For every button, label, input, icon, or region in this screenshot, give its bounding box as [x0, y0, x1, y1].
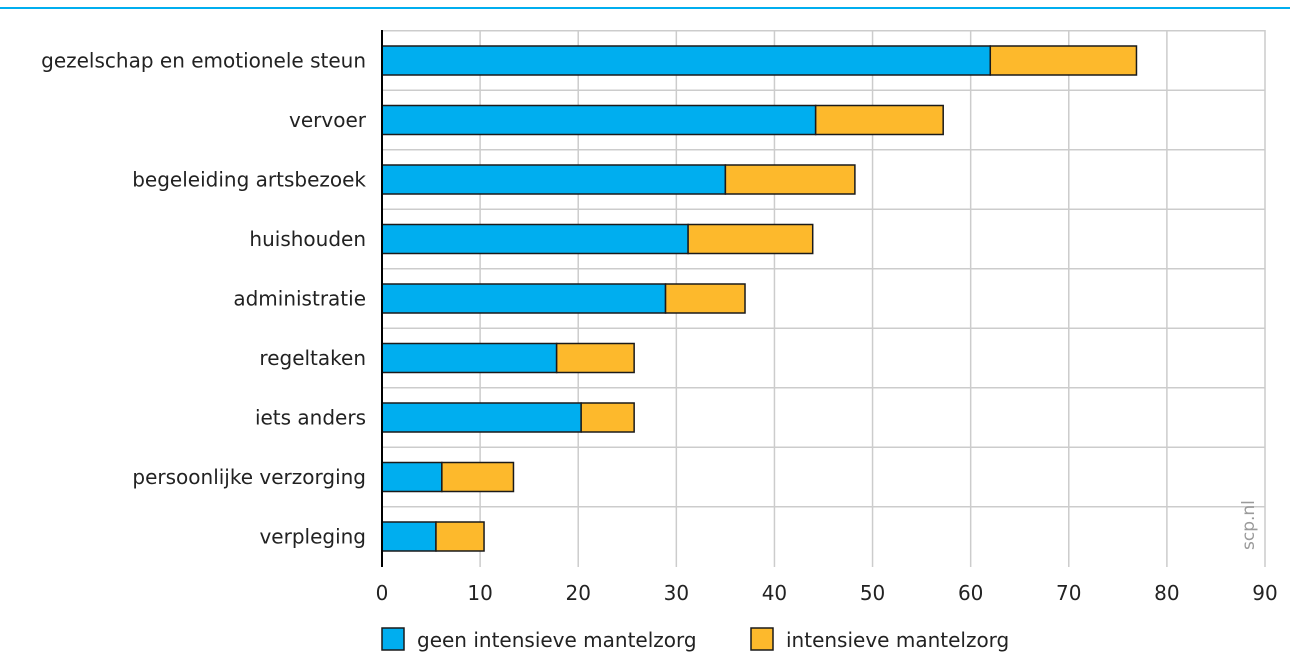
- bar-geen-intensieve-segment: [381, 164, 727, 195]
- x-tick-label: 30: [664, 581, 689, 605]
- category-label: persoonlijke verzorging: [132, 465, 366, 489]
- legend-swatch: [750, 627, 774, 651]
- bar-intensieve-segment: [687, 223, 814, 255]
- x-tick-label: 50: [860, 581, 885, 605]
- legend: geen intensieve mantelzorg intensieve man…: [381, 627, 1009, 652]
- bar-geen-intensieve-segment: [381, 402, 582, 433]
- x-tick-label: 0: [376, 581, 389, 605]
- category-label: begeleiding artsbezoek: [132, 168, 366, 192]
- bar-intensieve-segment: [664, 283, 746, 314]
- category-label: gezelschap en emotionele steun: [41, 49, 366, 73]
- bar-intensieve-segment: [555, 342, 635, 374]
- category-label: administratie: [233, 287, 366, 311]
- x-tick-label: 80: [1154, 581, 1179, 605]
- x-tick-label: 90: [1252, 581, 1277, 605]
- bar-geen-intensieve-segment: [381, 342, 558, 374]
- watermark-text: scp.nl: [1239, 500, 1259, 550]
- bar-intensieve-segment: [441, 461, 515, 493]
- x-tick-label: 70: [1056, 581, 1081, 605]
- bar-geen-intensieve-segment: [381, 223, 689, 255]
- bar-intensieve-segment: [435, 521, 485, 552]
- category-label: vervoer: [289, 108, 367, 132]
- bar-intensieve-segment: [724, 164, 856, 195]
- bar-intensieve-segment: [814, 104, 944, 136]
- x-tick-label: 60: [958, 581, 983, 605]
- x-tick-label: 10: [467, 581, 492, 605]
- x-tick-label: 40: [762, 581, 787, 605]
- category-label: iets anders: [255, 406, 366, 430]
- category-label: verpleging: [259, 525, 366, 549]
- legend-swatch: [381, 627, 405, 651]
- bars: [381, 45, 1138, 552]
- category-label: regeltaken: [259, 346, 366, 370]
- bar-geen-intensieve-segment: [381, 104, 817, 136]
- legend-label: geen intensieve mantelzorg: [417, 628, 697, 652]
- axes: gezelschap en emotionele steun vervoer beg…: [41, 30, 1278, 605]
- bar-geen-intensieve-segment: [381, 521, 437, 552]
- category-label: huishouden: [249, 227, 366, 251]
- bar-intensieve-segment: [989, 45, 1138, 76]
- bar-geen-intensieve-segment: [381, 45, 992, 76]
- bar-intensieve-segment: [580, 402, 635, 433]
- bar-geen-intensieve-segment: [381, 283, 667, 314]
- x-tick-label: 20: [565, 581, 590, 605]
- legend-label: intensieve mantelzorg: [786, 628, 1009, 652]
- bar-geen-intensieve-segment: [381, 461, 443, 493]
